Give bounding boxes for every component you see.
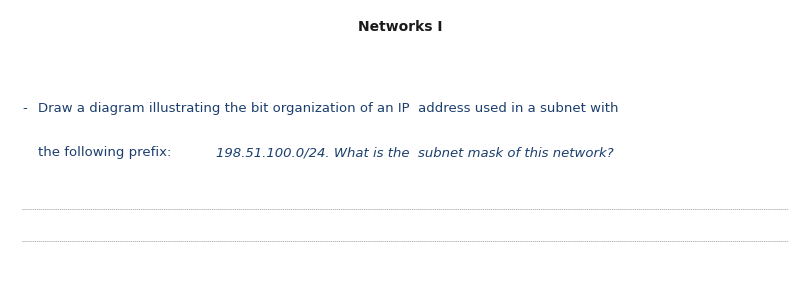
Text: the following prefix:: the following prefix: xyxy=(38,146,176,159)
Text: Networks I: Networks I xyxy=(358,20,442,34)
Text: -: - xyxy=(22,102,27,115)
Text: 198.51.100.0/24. What is the  subnet mask of this network?: 198.51.100.0/24. What is the subnet mask… xyxy=(216,146,614,159)
Text: Draw a diagram illustrating the bit organization of an IP  address used in a sub: Draw a diagram illustrating the bit orga… xyxy=(38,102,619,115)
